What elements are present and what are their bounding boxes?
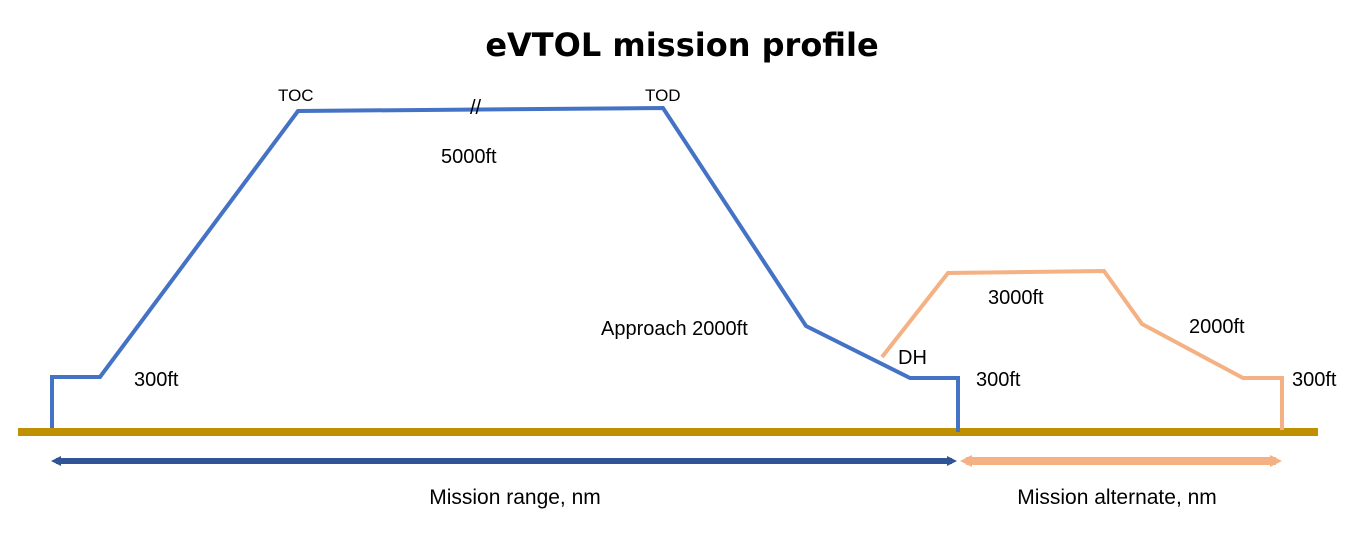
initial-hover-altitude-label: 300ft (134, 369, 179, 391)
alternate-flight-path (880, 268, 1284, 430)
cruise-altitude-label: 5000ft (441, 146, 497, 168)
cruise-break-mark: // (470, 97, 482, 119)
toc-label: TOC (278, 86, 314, 105)
dh-label: DH (898, 347, 927, 369)
tod-label: TOD (645, 86, 681, 105)
final-hover-altitude-label: 300ft (976, 369, 1021, 391)
alternate-cruise-altitude-label: 3000ft (988, 287, 1044, 309)
mission-range-label: Mission range, nm (429, 486, 601, 509)
mission-alternate-label: Mission alternate, nm (1017, 486, 1217, 509)
alternate-hover-altitude-label: 300ft (1292, 369, 1337, 391)
diagram-title: eVTOL mission profile (485, 26, 878, 64)
alternate-descent-altitude-label: 2000ft (1189, 316, 1245, 338)
mission-flight-path (50, 105, 960, 432)
approach-altitude-label: Approach 2000ft (601, 318, 748, 340)
